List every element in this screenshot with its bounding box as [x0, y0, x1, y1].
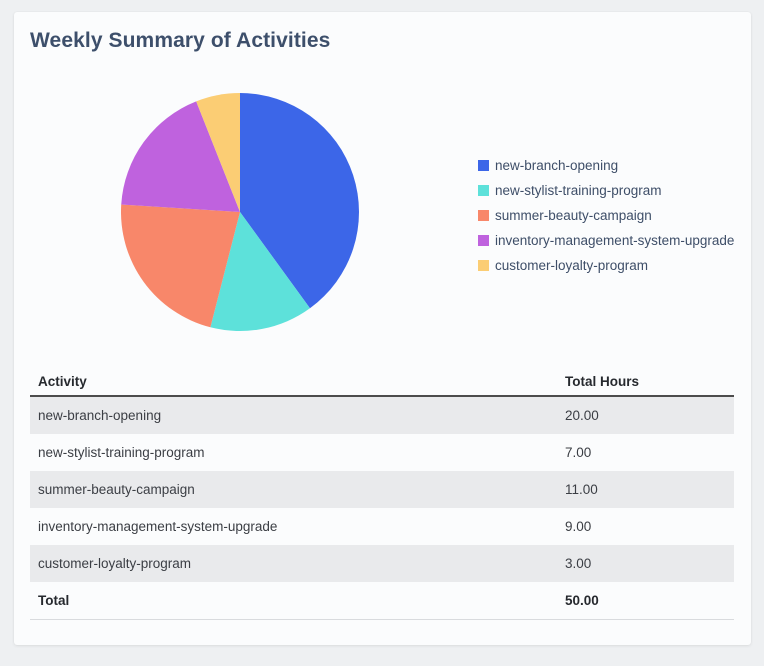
legend-label: customer-loyalty-program [495, 258, 649, 273]
legend-label: inventory-management-system-upgrade [495, 233, 735, 248]
activity-cell: inventory-management-system-upgrade [38, 519, 278, 534]
table-header-row: Activity Total Hours [30, 368, 734, 397]
legend-swatch-icon [478, 185, 489, 196]
legend-swatch-icon [478, 160, 489, 171]
page-title: Weekly Summary of Activities [30, 29, 331, 52]
activity-cell: customer-loyalty-program [30, 545, 565, 582]
pie-slice-new-branch-opening[interactable] [240, 93, 359, 309]
activity-table: Activity Total Hours new-branch-opening 2… [30, 368, 734, 620]
column-header-total-hours: Total Hours [565, 368, 734, 397]
total-label-cell: Total [30, 582, 565, 620]
activity-cell: summer-beauty-campaign [30, 471, 565, 508]
table-row: new-branch-opening 20.00 [30, 396, 734, 434]
hours-cell: 20.00 [565, 396, 734, 434]
hours-cell: 11.00 [565, 471, 734, 508]
hours-cell: 7.00 [565, 445, 592, 460]
summary-card: Weekly Summary of Activities new-branch-… [14, 12, 751, 645]
activity-cell: new-branch-opening [30, 396, 565, 434]
legend-label: new-branch-opening [495, 158, 619, 173]
table-body: new-branch-opening 20.00 new-stylist-train… [30, 396, 734, 582]
column-header-activity: Activity [30, 368, 565, 397]
legend-swatch-icon [478, 260, 489, 271]
legend-swatch-icon [478, 235, 489, 246]
table-row: summer-beauty-campaign 11.00 [30, 471, 734, 508]
activity-cell: new-stylist-training-program [38, 445, 205, 460]
pie-slice-summer-beauty-campaign[interactable] [121, 204, 240, 328]
activity-table-wrap: Activity Total Hours new-branch-opening 2… [30, 368, 734, 620]
legend-item-new-stylist-training-program[interactable]: new-stylist-training-program [478, 178, 734, 203]
table-row: inventory-management-system-upgrade 9.00 [30, 508, 734, 545]
table-total-row: Total 50.00 [30, 582, 734, 620]
pie-chart [121, 93, 359, 331]
pie-slice-customer-loyalty-program[interactable] [196, 93, 240, 212]
legend-item-summer-beauty-campaign[interactable]: summer-beauty-campaign [478, 203, 734, 228]
hours-cell: 3.00 [565, 545, 734, 582]
legend-item-inventory-management-system-upgrade[interactable]: inventory-management-system-upgrade [478, 228, 734, 253]
table-row: new-stylist-training-program 7.00 [30, 434, 734, 471]
legend-item-customer-loyalty-program[interactable]: customer-loyalty-program [478, 253, 734, 278]
hours-cell: 9.00 [565, 519, 592, 534]
legend-swatch-icon [478, 210, 489, 221]
total-value-cell: 50.00 [565, 582, 734, 620]
table-row: customer-loyalty-program 3.00 [30, 545, 734, 582]
pie-slice-new-stylist-training-program[interactable] [210, 212, 310, 331]
legend-label: new-stylist-training-program [495, 183, 662, 198]
chart-legend: new-branch-opening new-stylist-training-p… [478, 153, 734, 278]
pie-slice-inventory-management-system-upgrade[interactable] [121, 101, 240, 212]
legend-item-new-branch-opening[interactable]: new-branch-opening [478, 153, 734, 178]
legend-label: summer-beauty-campaign [495, 208, 652, 223]
